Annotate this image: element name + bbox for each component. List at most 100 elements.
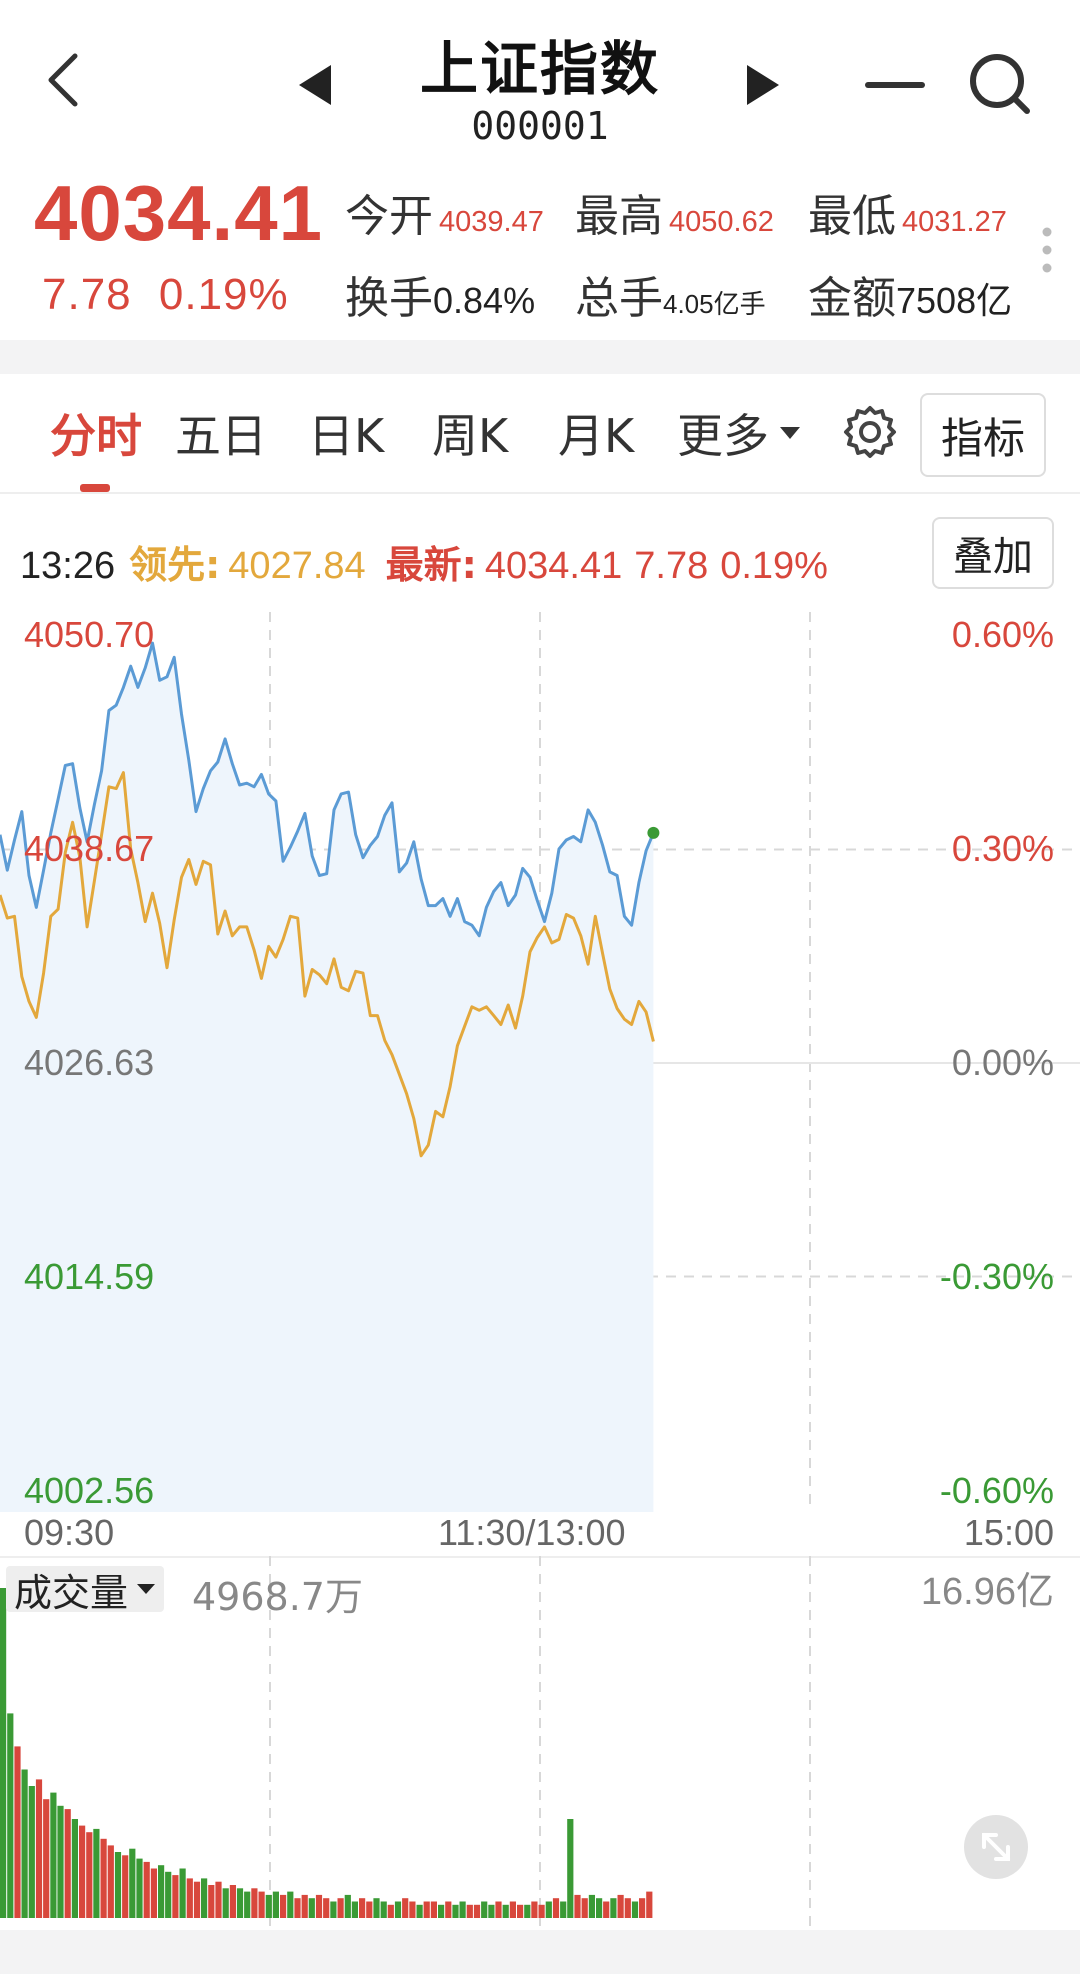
stat-turnover: 换手 0.84% <box>345 262 535 326</box>
volume-bar <box>581 1898 588 1918</box>
tab-more[interactable]: 更多 <box>677 400 801 466</box>
volume-chart[interactable] <box>0 1556 1080 1926</box>
fullscreen-button[interactable] <box>964 1815 1028 1879</box>
volume-bar <box>380 1901 387 1918</box>
volume-bar <box>201 1878 208 1918</box>
volume-indicator-dropdown[interactable]: 成交量 <box>6 1566 165 1615</box>
volume-bar <box>517 1904 524 1918</box>
price-area-fill <box>0 643 654 1512</box>
latest-label: 最新: <box>385 543 477 587</box>
volume-bar <box>373 1898 380 1918</box>
volume-bar <box>143 1861 150 1918</box>
settings-button[interactable] <box>838 400 902 464</box>
volume-bar <box>646 1891 653 1918</box>
intraday-chart[interactable] <box>0 612 1080 1512</box>
x-tick: 15:00 <box>963 1512 1054 1553</box>
latest-value: 4034.41 <box>484 545 623 587</box>
stat-amount: 金额 7508亿 <box>808 262 1012 326</box>
y-tick-right: 0.60% <box>951 614 1054 655</box>
active-tab-indicator <box>80 484 110 492</box>
volume-bar <box>351 1901 358 1918</box>
back-button[interactable] <box>28 40 98 120</box>
volume-bar <box>495 1901 502 1918</box>
volume-bar <box>258 1891 265 1918</box>
chevron-left-icon <box>48 53 78 107</box>
stat-value: 4050.62 <box>669 206 774 238</box>
volume-bar <box>122 1855 129 1918</box>
prev-stock-button[interactable] <box>290 55 340 115</box>
volume-bar <box>387 1904 394 1918</box>
volume-current: 4968.7万 <box>192 1575 363 1619</box>
volume-bar <box>28 1786 35 1918</box>
volume-bar <box>473 1904 481 1918</box>
price-change: 7.78 0.19% <box>42 270 289 320</box>
volume-bar <box>624 1898 631 1918</box>
volume-bar <box>265 1894 272 1918</box>
volume-bar <box>315 1894 323 1918</box>
volume-bar <box>394 1901 402 1918</box>
volume-bar <box>466 1904 473 1918</box>
tab-daily-k[interactable]: 日K <box>308 409 385 463</box>
search-button[interactable] <box>960 44 1040 124</box>
volume-bar <box>0 1588 7 1918</box>
triangle-right-icon <box>747 65 779 105</box>
volume-bar <box>287 1891 294 1918</box>
volume-bar <box>107 1845 114 1918</box>
search-icon <box>970 54 1030 114</box>
section-divider <box>0 340 1080 374</box>
volume-bar <box>172 1875 179 1918</box>
volume-bar <box>552 1898 560 1918</box>
volume-bar <box>57 1805 64 1918</box>
change-pct: 0.19% <box>158 270 289 319</box>
tab-monthly-k[interactable]: 月K <box>558 409 635 463</box>
stat-label: 最低 <box>808 191 896 242</box>
stat-value: 4031.27 <box>902 206 1007 238</box>
volume-bar <box>35 1779 43 1918</box>
next-stock-button[interactable] <box>738 55 788 115</box>
indicator-button[interactable]: 指标 <box>920 393 1046 477</box>
volume-bar <box>617 1894 624 1918</box>
volume-bar <box>366 1901 373 1918</box>
minimize-button[interactable] <box>855 60 935 110</box>
volume-bar <box>136 1858 143 1918</box>
y-tick-left: 4038.67 <box>24 828 155 869</box>
volume-bar <box>244 1891 251 1918</box>
stat-value: 4.05亿手 <box>663 289 766 319</box>
latest-change: 7.78 <box>634 545 709 587</box>
tab-intraday[interactable]: 分时 <box>50 409 142 463</box>
volume-bar <box>359 1898 366 1918</box>
stat-label: 最高 <box>575 191 663 242</box>
volume-bar <box>588 1894 595 1918</box>
stat-label: 换手 <box>345 273 433 324</box>
y-tick-left: 4014.59 <box>24 1256 155 1297</box>
more-options-button[interactable] <box>1030 220 1064 280</box>
volume-bar <box>236 1888 244 1918</box>
overlay-button[interactable]: 叠加 <box>932 517 1054 589</box>
y-tick-right: -0.30% <box>939 1256 1054 1297</box>
tab-separator <box>0 492 1080 494</box>
volume-bar <box>193 1881 201 1918</box>
volume-bar <box>452 1904 459 1918</box>
volume-bar <box>229 1885 236 1918</box>
volume-bar <box>150 1868 157 1918</box>
tab-five-day[interactable]: 五日 <box>175 409 267 463</box>
y-tick-right: 0.30% <box>951 828 1054 869</box>
series-line-最新 <box>0 641 655 938</box>
stock-code: 000001 <box>471 104 609 148</box>
vertical-dots-icon <box>1042 227 1052 273</box>
volume-bar <box>208 1885 215 1918</box>
volume-bar <box>402 1898 409 1918</box>
y-tick-left: 4002.56 <box>24 1470 155 1511</box>
stat-value: 0.84% <box>433 280 536 321</box>
current-price: 4034.41 <box>34 169 323 257</box>
series-line-领先 <box>0 771 655 1158</box>
caret-down-icon <box>780 427 800 439</box>
minus-icon <box>865 82 925 88</box>
volume-bar <box>459 1901 466 1918</box>
volume-bar <box>79 1825 86 1918</box>
stat-high: 最高 4050.62 <box>575 180 774 244</box>
change-value: 7.78 <box>42 270 132 319</box>
crosshair-info: 13:26 领先: 4027.84 最新: 4034.41 7.78 0.19% <box>20 534 828 589</box>
tab-weekly-k[interactable]: 周K <box>432 409 509 463</box>
volume-bar <box>502 1904 509 1918</box>
